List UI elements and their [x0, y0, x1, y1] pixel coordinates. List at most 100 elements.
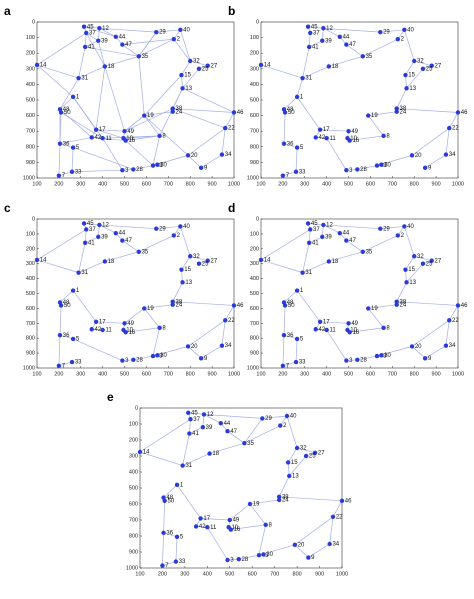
edge — [162, 561, 177, 566]
edge — [323, 224, 340, 234]
node-label: 30 — [384, 162, 391, 168]
node-label: 31 — [81, 76, 88, 82]
x-tick-label: 300 — [300, 371, 309, 377]
node-label: 31 — [185, 463, 192, 469]
y-tick-label: 1000 — [23, 365, 35, 371]
node — [242, 441, 247, 446]
edge — [296, 290, 321, 323]
y-tick-label: 400 — [26, 82, 35, 88]
node-label: 22 — [452, 126, 459, 132]
x-tick-label: 500 — [120, 371, 129, 377]
node — [321, 26, 326, 31]
y-tick-label: 600 — [129, 501, 138, 507]
node-label: 43 — [156, 163, 163, 169]
node — [293, 169, 299, 174]
edge — [309, 40, 323, 48]
node — [113, 230, 119, 236]
edge — [138, 38, 174, 57]
node-label: 17 — [323, 319, 330, 325]
node-label: 32 — [300, 446, 307, 452]
node — [292, 542, 298, 547]
y-tick-label: 900 — [26, 351, 35, 357]
edge — [187, 155, 202, 169]
x-tick-label: 1000 — [228, 181, 240, 187]
node-label: 8 — [386, 325, 390, 331]
edge — [207, 527, 228, 561]
node-label: 28 — [360, 357, 367, 363]
edge — [349, 327, 384, 333]
node — [207, 451, 212, 456]
node — [422, 165, 428, 171]
node — [378, 226, 383, 231]
node — [154, 29, 159, 35]
edge — [96, 321, 125, 324]
node — [84, 30, 89, 36]
node-label: 27 — [435, 63, 442, 69]
node-label: 12 — [326, 26, 333, 32]
y-tick-label: 400 — [26, 276, 35, 282]
edge — [308, 223, 324, 226]
edge — [396, 282, 407, 302]
node — [409, 153, 415, 158]
node — [186, 410, 191, 415]
panel-letter: a — [4, 4, 11, 18]
y-tick-label: 700 — [26, 321, 35, 327]
node — [231, 110, 237, 115]
node-label: 3 — [349, 168, 353, 174]
node — [324, 327, 329, 333]
edge — [175, 536, 178, 562]
edge — [209, 442, 245, 454]
x-tick-label: 900 — [208, 181, 217, 187]
node — [120, 358, 125, 363]
edge — [326, 329, 347, 361]
y-tick-label: 700 — [250, 129, 259, 135]
node — [294, 336, 300, 342]
node-label: 7 — [62, 173, 66, 179]
edge — [104, 251, 139, 262]
node-label: 43 — [156, 354, 163, 360]
node — [123, 330, 128, 335]
node — [285, 460, 291, 465]
y-tick-label: 700 — [129, 517, 138, 523]
node — [287, 473, 292, 479]
node-label: 9 — [311, 555, 315, 561]
node-label: 39 — [325, 38, 332, 44]
node — [69, 169, 75, 174]
edge — [297, 447, 316, 454]
y-tick-label: 200 — [26, 51, 35, 57]
node — [76, 75, 81, 81]
node-label: 38 — [400, 299, 407, 305]
node — [89, 327, 94, 332]
node-label: 18 — [332, 64, 339, 70]
node — [346, 321, 351, 326]
node-label: 46 — [237, 110, 244, 116]
edge — [95, 129, 124, 139]
x-tick-label: 800 — [410, 181, 419, 187]
edge — [123, 135, 160, 139]
node-label: 30 — [384, 353, 391, 359]
edge — [102, 138, 123, 171]
edge — [282, 335, 285, 366]
node-label: 49 — [127, 321, 134, 327]
node-label: 8 — [268, 522, 272, 528]
node-label: 46 — [237, 303, 244, 309]
node — [247, 501, 253, 507]
node — [429, 258, 434, 263]
node-label: 22 — [228, 126, 235, 132]
node — [136, 54, 141, 59]
node — [282, 110, 288, 115]
node — [179, 72, 184, 78]
node-label: 48 — [166, 495, 173, 501]
edge — [302, 46, 310, 79]
node-label: 49 — [351, 321, 358, 327]
edge — [203, 414, 221, 424]
node-label: 17 — [99, 127, 106, 133]
edge — [59, 290, 74, 303]
edge — [411, 320, 450, 347]
edge — [59, 305, 62, 336]
node — [174, 534, 180, 539]
node-label: 35 — [142, 54, 149, 60]
y-tick-label: 400 — [129, 469, 138, 475]
node — [228, 527, 234, 532]
node-label: 39 — [325, 234, 332, 240]
